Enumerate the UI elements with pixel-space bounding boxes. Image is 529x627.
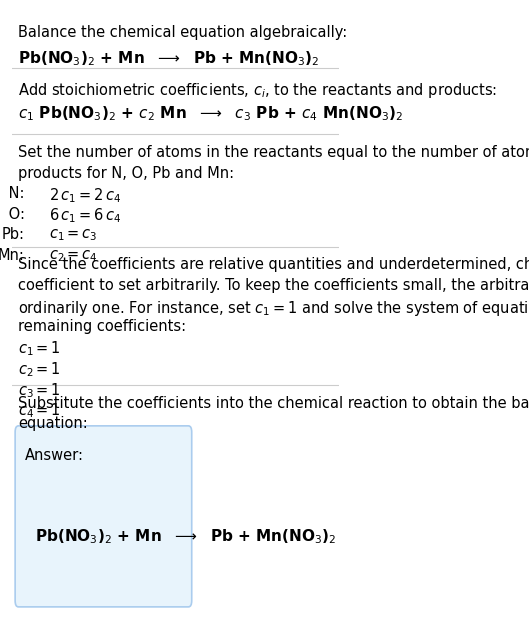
Text: $c_1 = c_3$: $c_1 = c_3$ bbox=[50, 228, 98, 243]
Text: Since the coefficients are relative quantities and underdetermined, choose a: Since the coefficients are relative quan… bbox=[19, 257, 529, 272]
Text: ordinarily one. For instance, set $c_1 = 1$ and solve the system of equations fo: ordinarily one. For instance, set $c_1 =… bbox=[19, 298, 529, 317]
Text: $6\,c_1 = 6\,c_4$: $6\,c_1 = 6\,c_4$ bbox=[50, 207, 122, 226]
Text: Pb(NO$_3$)$_2$ + Mn  $\longrightarrow$  Pb + Mn(NO$_3$)$_2$: Pb(NO$_3$)$_2$ + Mn $\longrightarrow$ Pb… bbox=[19, 49, 320, 68]
Text: Mn:: Mn: bbox=[0, 248, 25, 263]
Text: Set the number of atoms in the reactants equal to the number of atoms in the: Set the number of atoms in the reactants… bbox=[19, 145, 529, 160]
Text: $c_1$ Pb(NO$_3$)$_2$ + $c_2$ Mn  $\longrightarrow$  $c_3$ Pb + $c_4$ Mn(NO$_3$)$: $c_1$ Pb(NO$_3$)$_2$ + $c_2$ Mn $\longri… bbox=[19, 104, 404, 123]
Text: $c_1 = 1$: $c_1 = 1$ bbox=[19, 340, 61, 359]
Text: products for N, O, Pb and Mn:: products for N, O, Pb and Mn: bbox=[19, 166, 234, 181]
Text: O:: O: bbox=[4, 207, 25, 222]
FancyBboxPatch shape bbox=[15, 426, 191, 607]
Text: Substitute the coefficients into the chemical reaction to obtain the balanced: Substitute the coefficients into the che… bbox=[19, 396, 529, 411]
Text: Add stoichiometric coefficients, $c_i$, to the reactants and products:: Add stoichiometric coefficients, $c_i$, … bbox=[19, 81, 498, 100]
Text: $2\,c_1 = 2\,c_4$: $2\,c_1 = 2\,c_4$ bbox=[50, 186, 122, 205]
Text: $c_2 = 1$: $c_2 = 1$ bbox=[19, 361, 61, 379]
Text: $c_2 = c_4$: $c_2 = c_4$ bbox=[50, 248, 98, 264]
Text: Pb:: Pb: bbox=[2, 228, 25, 243]
Text: $c_3 = 1$: $c_3 = 1$ bbox=[19, 381, 61, 399]
Text: coefficient to set arbitrarily. To keep the coefficients small, the arbitrary va: coefficient to set arbitrarily. To keep … bbox=[19, 278, 529, 293]
Text: $c_4 = 1$: $c_4 = 1$ bbox=[19, 401, 61, 420]
Text: Pb(NO$_3$)$_2$ + Mn  $\longrightarrow$  Pb + Mn(NO$_3$)$_2$: Pb(NO$_3$)$_2$ + Mn $\longrightarrow$ Pb… bbox=[35, 527, 336, 546]
Text: Balance the chemical equation algebraically:: Balance the chemical equation algebraica… bbox=[19, 25, 348, 40]
Text: equation:: equation: bbox=[19, 416, 88, 431]
Text: N:: N: bbox=[4, 186, 25, 201]
Text: remaining coefficients:: remaining coefficients: bbox=[19, 319, 187, 334]
Text: Answer:: Answer: bbox=[25, 448, 84, 463]
